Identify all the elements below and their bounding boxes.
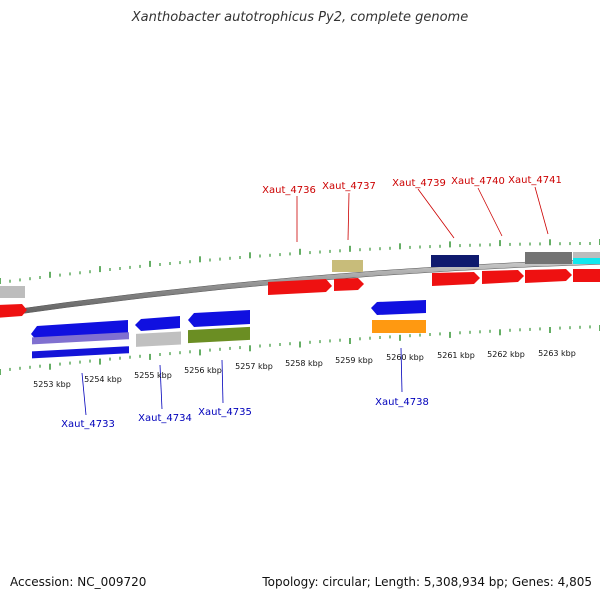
leader-xaut4741	[534, 186, 549, 235]
gene-feature[interactable]	[0, 286, 25, 298]
topology-label: Topology: circular; Length: 5,308,934 bp…	[262, 575, 592, 589]
scale-label: 5256 kbp	[184, 366, 222, 375]
leader-xaut4738	[400, 347, 403, 393]
leader-xaut4737	[347, 192, 350, 241]
gene-label[interactable]: Xaut_4735	[198, 407, 252, 418]
leader-xaut4739	[417, 188, 455, 239]
gene-feature[interactable]	[32, 332, 129, 345]
gene-label[interactable]: Xaut_4734	[138, 413, 192, 424]
gene-feature[interactable]	[573, 269, 600, 282]
gene-feature-xaut4740[interactable]	[482, 270, 524, 284]
gene-feature[interactable]	[573, 258, 600, 264]
reverse-tick-row	[0, 325, 600, 375]
scale-label: 5254 kbp	[84, 375, 122, 384]
gene-feature[interactable]	[525, 252, 572, 264]
scale-label: 5257 kbp	[235, 362, 273, 371]
accession-label: Accession: NC_009720	[10, 575, 147, 589]
scale-label: 5261 kbp	[437, 351, 475, 360]
scale-label: 5253 kbp	[33, 380, 71, 389]
gene-feature[interactable]	[332, 260, 363, 272]
gene-feature[interactable]	[135, 316, 180, 331]
gene-feature-xaut4739[interactable]	[432, 272, 480, 286]
scale-label: 5263 kbp	[538, 349, 576, 358]
gene-feature-xaut4738[interactable]	[372, 320, 426, 333]
reverse-gene-labels: Xaut_4733 Xaut_4734 Xaut_4735 Xaut_4738	[61, 397, 429, 430]
gene-feature[interactable]	[188, 310, 250, 327]
scale-label: 5259 kbp	[335, 356, 373, 365]
gene-label[interactable]: Xaut_4739	[392, 178, 446, 189]
scale-labels: 5253 kbp 5254 kbp 5255 kbp 5256 kbp 5257…	[33, 349, 576, 389]
gene-feature[interactable]	[371, 300, 426, 315]
gene-feature[interactable]	[573, 252, 600, 258]
gene-label[interactable]: Xaut_4733	[61, 419, 115, 430]
forward-tick-row	[0, 239, 600, 284]
label-leader-lines	[81, 186, 549, 416]
gene-feature[interactable]	[0, 304, 27, 318]
gene-feature-xaut4736[interactable]	[268, 279, 332, 295]
scale-label: 5262 kbp	[487, 350, 525, 359]
leader-xaut4740	[477, 187, 503, 237]
gene-feature-xaut4735[interactable]	[188, 326, 250, 344]
gene-feature[interactable]	[32, 346, 129, 359]
leader-xaut4733	[81, 372, 87, 416]
gene-label[interactable]: Xaut_4736	[262, 185, 316, 196]
gene-label[interactable]: Xaut_4737	[322, 181, 376, 192]
scale-label: 5258 kbp	[285, 359, 323, 368]
scale-label: 5260 kbp	[386, 353, 424, 362]
map-title: Xanthobacter autotrophicus Py2, complete…	[131, 10, 469, 25]
gene-feature-xaut4734[interactable]	[136, 331, 181, 347]
forward-gene-labels: Xaut_4736 Xaut_4737 Xaut_4739 Xaut_4740 …	[262, 175, 562, 196]
gene-feature[interactable]	[431, 255, 479, 267]
forward-features	[0, 252, 600, 318]
scale-label: 5255 kbp	[134, 371, 172, 380]
genome-backbone	[0, 259, 600, 317]
gene-feature-xaut4737[interactable]	[334, 278, 364, 291]
gene-label[interactable]: Xaut_4741	[508, 175, 562, 186]
leader-xaut4735	[221, 359, 224, 404]
reverse-features	[31, 300, 426, 359]
leader-xaut4734	[159, 364, 163, 410]
gene-feature-xaut4741[interactable]	[525, 269, 572, 283]
gene-label[interactable]: Xaut_4738	[375, 397, 429, 408]
gene-label[interactable]: Xaut_4740	[451, 176, 505, 187]
